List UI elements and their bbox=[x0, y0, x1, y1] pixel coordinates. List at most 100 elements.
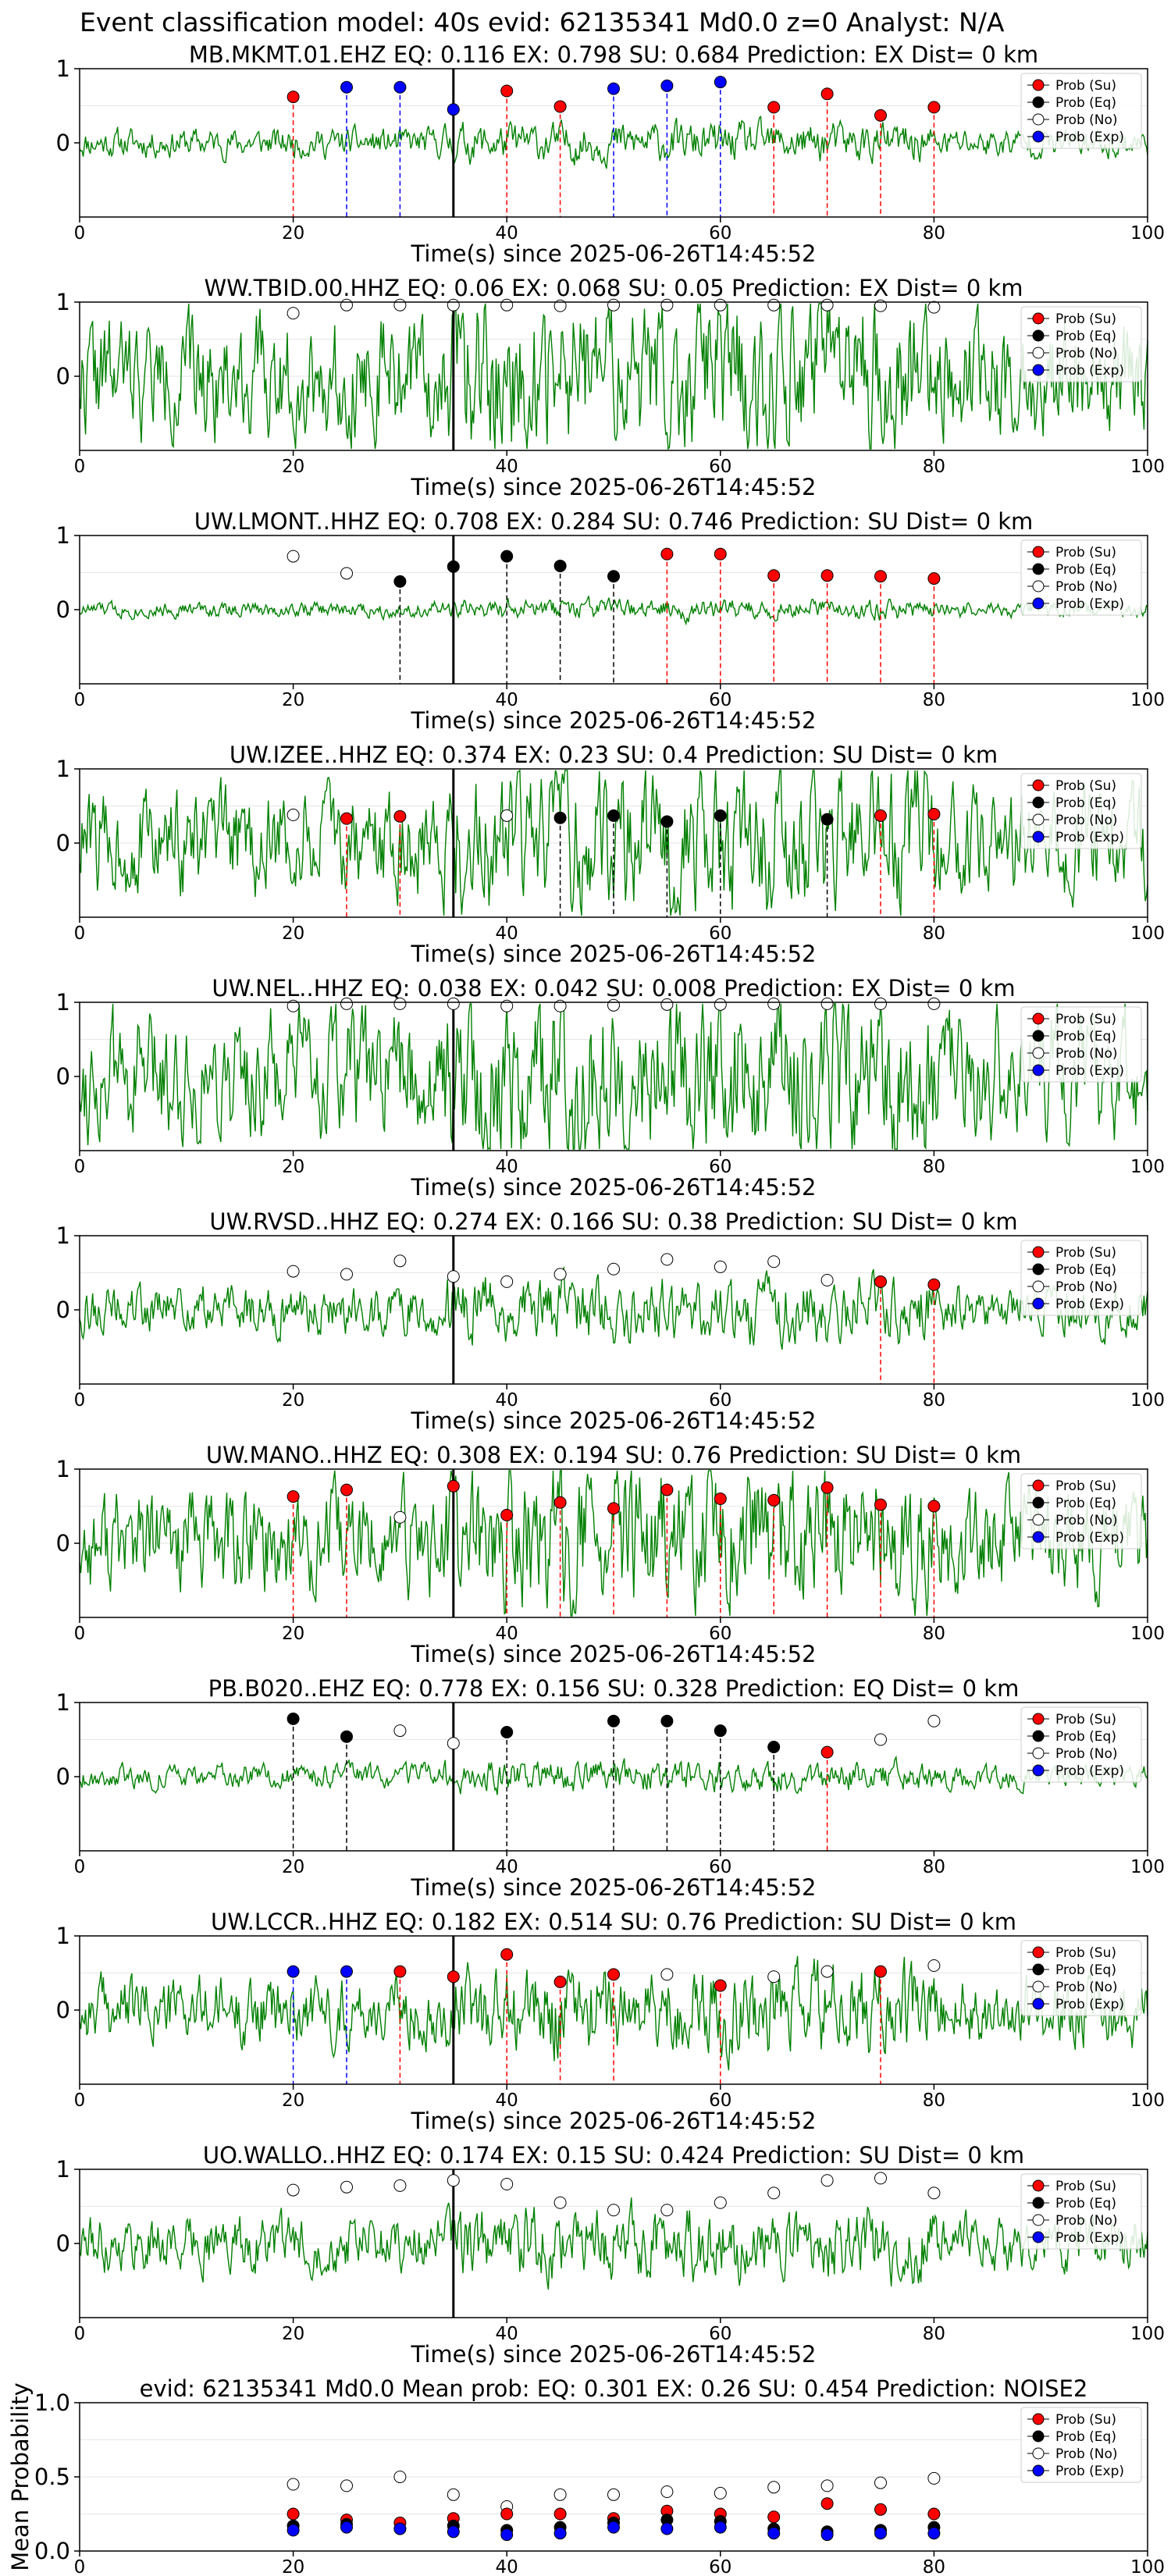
legend-label-no: Prob (No) bbox=[1055, 2446, 1118, 2462]
x-axis-label: Time(s) since 2025-06-26T14:45:52 bbox=[411, 941, 817, 967]
y-tick-label: 0 bbox=[56, 2230, 70, 2257]
x-tick-label: 0 bbox=[74, 457, 86, 477]
legend-label-exp: Prob (Exp) bbox=[1055, 2464, 1124, 2479]
x-tick-label: 20 bbox=[282, 1390, 304, 1411]
x-axis-label: Time(s) since 2025-06-26T14:45:52 bbox=[411, 1874, 817, 1901]
point-no-35 bbox=[447, 2488, 460, 2501]
panel-5: UW.NEL..HHZ EQ: 0.038 EX: 0.042 SU: 0.00… bbox=[56, 975, 1165, 1201]
point-no-75 bbox=[874, 997, 887, 1010]
legend-label-su: Prob (Su) bbox=[1055, 78, 1116, 94]
point-no-25 bbox=[340, 298, 353, 311]
point-no-50 bbox=[607, 1262, 620, 1276]
legend-label-su: Prob (Su) bbox=[1055, 1478, 1116, 1494]
point-no-65 bbox=[767, 298, 781, 311]
point-eq-60 bbox=[714, 809, 727, 822]
legend-marker-exp bbox=[1032, 2231, 1045, 2243]
legend-label-no: Prob (No) bbox=[1055, 346, 1118, 361]
point-no-30 bbox=[393, 2471, 407, 2483]
legend-label-su: Prob (Su) bbox=[1055, 1245, 1116, 1261]
legend-label-eq: Prob (Eq) bbox=[1055, 95, 1116, 111]
point-su-80 bbox=[927, 101, 941, 114]
y-tick-label: 0 bbox=[56, 363, 70, 390]
x-tick-label: 40 bbox=[496, 1157, 518, 1177]
point-su-25 bbox=[340, 812, 353, 825]
x-tick-label: 100 bbox=[1130, 2090, 1165, 2111]
point-no-20 bbox=[287, 808, 300, 821]
legend-marker-su bbox=[1032, 1246, 1045, 1258]
legend-box bbox=[1020, 2407, 1142, 2483]
x-tick-label: 40 bbox=[496, 457, 518, 477]
point-exp-35 bbox=[447, 2525, 460, 2539]
legend-marker-eq bbox=[1032, 1730, 1045, 1742]
legend-marker-exp bbox=[1032, 130, 1045, 143]
legend-label-no: Prob (No) bbox=[1055, 813, 1118, 828]
panel-10: UO.WALLO..HHZ EQ: 0.174 EX: 0.15 SU: 0.4… bbox=[56, 2142, 1165, 2368]
point-exp-40 bbox=[500, 2528, 514, 2542]
x-tick-label: 80 bbox=[923, 923, 945, 944]
point-no-35 bbox=[447, 1737, 460, 1750]
point-su-75 bbox=[874, 809, 887, 822]
point-no-40 bbox=[500, 2178, 514, 2190]
x-tick-label: 60 bbox=[709, 1157, 731, 1177]
x-tick-label: 80 bbox=[923, 1390, 945, 1411]
point-no-45 bbox=[553, 2196, 567, 2209]
legend: Prob (Su)Prob (Eq)Prob (No)Prob (Exp) bbox=[1020, 1940, 1142, 2016]
panel-title: UW.IZEE..HHZ EQ: 0.374 EX: 0.23 SU: 0.4 … bbox=[230, 742, 998, 768]
legend: Prob (Su)Prob (Eq)Prob (No)Prob (Exp) bbox=[1020, 2173, 1142, 2250]
point-no-45 bbox=[553, 2488, 567, 2501]
point-su-80 bbox=[927, 1278, 941, 1291]
point-su-75 bbox=[874, 570, 887, 583]
point-su-40 bbox=[500, 1508, 514, 1521]
legend: Prob (Su)Prob (Eq)Prob (No)Prob (Exp) bbox=[1020, 539, 1142, 616]
point-su-70 bbox=[820, 1481, 834, 1494]
x-tick-label: 80 bbox=[923, 2324, 945, 2344]
legend-marker-eq bbox=[1032, 563, 1045, 575]
legend-label-eq: Prob (Eq) bbox=[1055, 1262, 1116, 1278]
legend-label-eq: Prob (Eq) bbox=[1055, 1962, 1116, 1978]
legend-box bbox=[1020, 1940, 1142, 2016]
point-no-30 bbox=[393, 1254, 407, 1268]
point-su-30 bbox=[393, 809, 407, 823]
point-eq-50 bbox=[607, 809, 620, 822]
x-tick-label: 100 bbox=[1130, 223, 1165, 244]
point-no-50 bbox=[607, 2204, 620, 2217]
y-tick-label: 0.0 bbox=[34, 2538, 70, 2564]
point-no-45 bbox=[553, 299, 567, 312]
x-tick-label: 80 bbox=[923, 1157, 945, 1177]
point-no-80 bbox=[927, 301, 941, 314]
point-exp-25 bbox=[340, 80, 353, 94]
y-tick-label: 0 bbox=[56, 1063, 70, 1090]
x-tick-label: 100 bbox=[1130, 2557, 1165, 2576]
x-tick-label: 20 bbox=[282, 2557, 304, 2576]
point-su-75 bbox=[874, 109, 887, 122]
y-tick-label: 1 bbox=[56, 989, 70, 1016]
point-su-55 bbox=[660, 1483, 674, 1496]
x-tick-label: 100 bbox=[1130, 923, 1165, 944]
x-tick-label: 0 bbox=[74, 2090, 86, 2111]
legend-label-su: Prob (Su) bbox=[1055, 545, 1116, 560]
point-no-80 bbox=[927, 2186, 941, 2200]
x-axis-label: Time(s) since 2025-06-26T14:45:52 bbox=[411, 474, 817, 500]
point-su-75 bbox=[874, 1498, 887, 1511]
point-no-20 bbox=[287, 2478, 300, 2491]
x-tick-label: 80 bbox=[923, 1857, 945, 1877]
x-tick-label: 20 bbox=[282, 223, 304, 244]
x-tick-label: 80 bbox=[923, 2090, 945, 2111]
point-no-65 bbox=[767, 997, 781, 1010]
legend-marker-exp bbox=[1032, 1764, 1045, 1777]
x-tick-label: 40 bbox=[496, 2090, 518, 2111]
legend-marker-eq bbox=[1032, 96, 1045, 109]
point-eq-40 bbox=[500, 1726, 514, 1738]
panel-title: UW.LMONT..HHZ EQ: 0.708 EX: 0.284 SU: 0.… bbox=[194, 508, 1034, 535]
legend: Prob (Su)Prob (Eq)Prob (No)Prob (Exp) bbox=[1020, 773, 1142, 849]
x-tick-label: 40 bbox=[496, 223, 518, 244]
y-tick-label: 1.0 bbox=[34, 2389, 70, 2416]
y-tick-label: 1 bbox=[56, 2156, 70, 2183]
legend-label-eq: Prob (Eq) bbox=[1055, 329, 1116, 344]
x-tick-label: 60 bbox=[709, 2557, 731, 2576]
panels: MB.MKMT.01.EHZ EQ: 0.116 EX: 0.798 SU: 0… bbox=[7, 41, 1165, 2576]
point-no-35 bbox=[447, 1270, 460, 1283]
panel-2: WW.TBID.00.HHZ EQ: 0.06 EX: 0.068 SU: 0.… bbox=[56, 275, 1165, 500]
panel-title: WW.TBID.00.HHZ EQ: 0.06 EX: 0.068 SU: 0.… bbox=[204, 275, 1023, 301]
point-no-80 bbox=[927, 997, 941, 1010]
